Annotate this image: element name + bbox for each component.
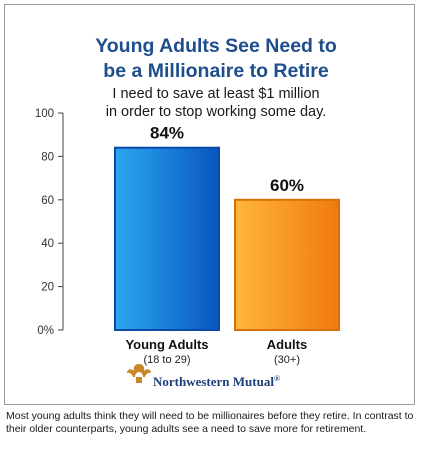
category-label: Adults — [267, 337, 307, 352]
chart-subtitle-line-2: in order to stop working some day. — [106, 104, 327, 120]
bar — [234, 198, 340, 331]
y-tick-label: 100 — [35, 108, 54, 120]
acanthus-leaf-icon — [127, 364, 151, 383]
y-tick-label: 80 — [41, 151, 54, 163]
bars-group: 84% Young Adults (18 to 29) 60% Adults (30+) — [114, 124, 340, 366]
y-tick-label: 60 — [41, 195, 54, 207]
y-tick-label: 20 — [41, 282, 54, 294]
chart-frame: Young Adults See Need to be a Millionair… — [4, 4, 415, 405]
logo-text: Northwestern Mutual® — [153, 374, 280, 389]
chart-title-line-1: Young Adults See Need to — [95, 35, 337, 57]
figure-caption: Most young adults think they will need t… — [6, 410, 414, 435]
chart-title-line-2: be a Millionaire to Retire — [103, 60, 329, 82]
bar-chart: Young Adults See Need to be a Millionair… — [35, 35, 340, 389]
chart-subtitle-line-1: I need to save at least $1 million — [112, 86, 319, 102]
northwestern-mutual-logo: Northwestern Mutual® — [127, 364, 280, 389]
category-label: Young Adults — [125, 337, 208, 352]
bar-value-label: 60% — [270, 176, 304, 195]
bar — [114, 146, 220, 331]
bar-value-label: 84% — [150, 124, 184, 143]
category-sublabel: (18 to 29) — [143, 354, 190, 366]
category-sublabel: (30+) — [274, 354, 300, 366]
y-tick-label: 40 — [41, 238, 54, 250]
y-tick-label: 0% — [37, 325, 54, 337]
y-axis-ticks: 0% 20 40 60 80 100 — [35, 108, 63, 337]
